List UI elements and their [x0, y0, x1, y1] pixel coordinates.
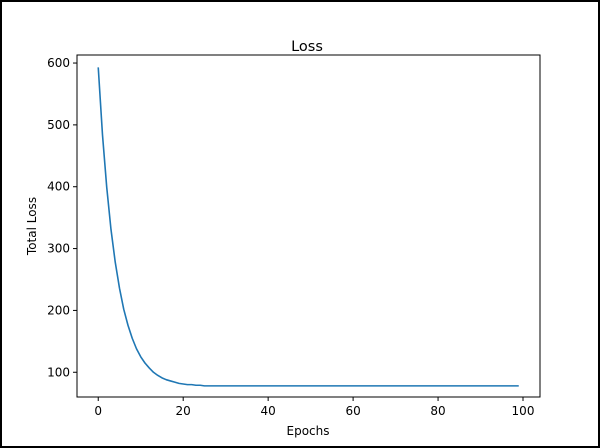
x-tick-label: 60 — [345, 404, 360, 418]
x-tick-label: 100 — [512, 404, 535, 418]
y-tick-label: 300 — [47, 242, 70, 256]
x-tick-label: 80 — [430, 404, 445, 418]
y-tick-label: 500 — [47, 118, 70, 132]
x-tick-label: 0 — [94, 404, 102, 418]
x-tick-label: 20 — [176, 404, 191, 418]
x-axis-label: Epochs — [287, 424, 330, 438]
x-axis-ticks: 0 20 40 60 80 100 — [94, 397, 534, 418]
series-layer — [97, 67, 519, 387]
y-axis-ticks: 100 200 300 400 500 600 — [47, 56, 77, 379]
plot-frame — [76, 54, 541, 398]
x-tick-label: 40 — [261, 404, 276, 418]
y-tick-label: 100 — [47, 365, 70, 379]
plot-area — [76, 54, 541, 398]
y-axis-label: Total Loss — [25, 197, 39, 256]
y-tick-label: 200 — [47, 303, 70, 317]
chart-title: Loss — [291, 39, 323, 55]
y-tick-label: 400 — [47, 180, 70, 194]
y-tick-label: 600 — [47, 56, 70, 70]
loss-series-line — [97, 67, 519, 387]
